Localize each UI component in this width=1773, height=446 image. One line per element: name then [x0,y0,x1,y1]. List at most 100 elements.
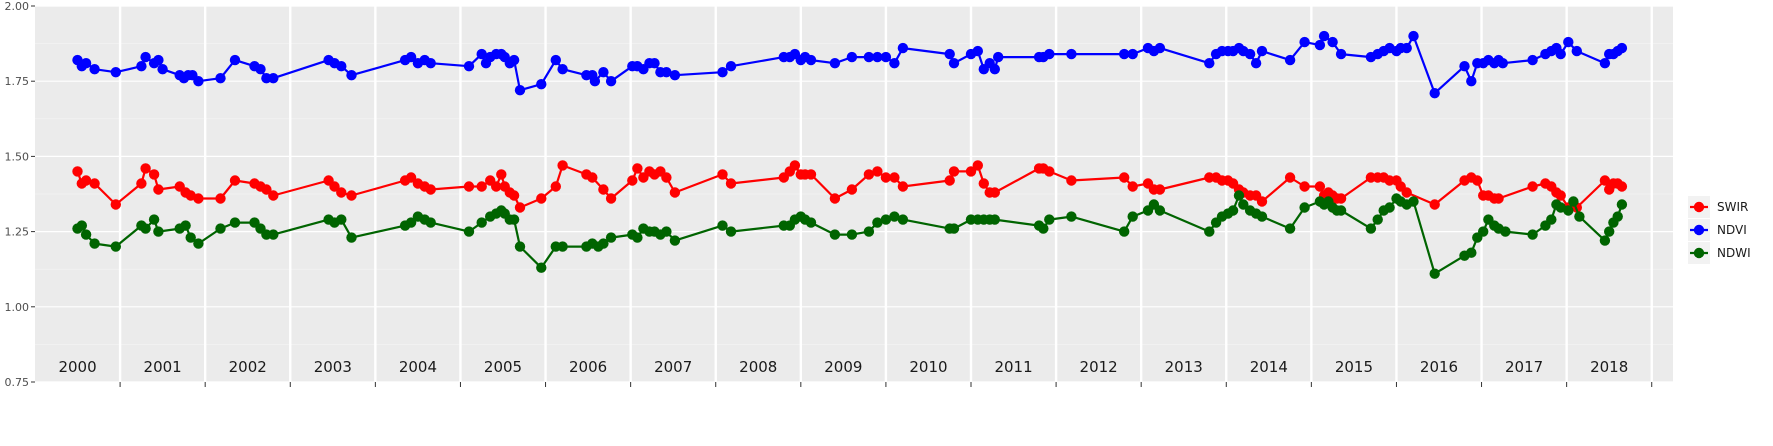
data-point-ndwi [110,241,122,252]
data-point-ndvi [805,54,817,66]
data-point-ndwi [661,226,672,237]
data-point-swir [669,187,681,198]
data-point-ndvi [1318,30,1330,42]
year-label: 2010 [909,358,947,376]
data-point-ndvi [550,54,561,66]
data-point-ndvi [255,63,266,75]
data-point-ndvi [846,51,858,63]
data-point-ndvi [1044,48,1055,60]
data-point-ndvi [514,85,526,96]
data-point-ndwi [1038,223,1049,234]
data-point-swir [261,184,272,195]
data-point-ndvi [557,63,568,75]
data-point-ndwi [1599,235,1611,246]
legend: SWIR NDVI NDWI [1688,196,1751,264]
data-point-ndwi [1154,205,1166,216]
data-point-swir [1335,193,1347,204]
data-point-swir [72,166,83,177]
y-tick-label: 1.00 [5,301,30,314]
data-point-swir [1599,175,1611,186]
data-point-swir [880,172,892,183]
data-point-ndwi [1238,199,1249,210]
series-swir [72,160,1628,213]
y-tick-label: 1.25 [5,226,30,239]
data-point-ndwi [1284,223,1296,234]
data-point-ndwi [897,214,909,225]
year-label: 2016 [1420,358,1458,376]
data-point-ndwi [557,241,568,252]
data-point-swir [153,184,164,195]
data-point-ndvi [89,63,100,75]
data-point-ndwi [1527,229,1538,240]
data-point-ndvi [605,76,617,87]
data-point-ndwi [1044,214,1055,225]
data-point-ndvi [598,67,609,78]
y-tick-label: 0.75 [5,376,30,389]
data-point-ndvi [336,60,347,72]
data-point-ndvi [1459,60,1470,72]
data-point-ndvi [589,76,601,87]
year-label: 2007 [654,358,692,376]
data-point-ndwi [1119,226,1130,237]
data-point-ndvi [1616,42,1628,54]
grid-lines [35,5,1673,383]
data-point-ndwi [1604,226,1615,237]
data-point-ndvi [1256,45,1268,57]
data-point-swir [1429,199,1440,210]
legend-label-ndvi: NDVI [1717,223,1747,237]
series-ndwi [72,190,1628,279]
data-point-swir [605,193,617,204]
data-point-swir [514,202,526,213]
data-point-swir [463,181,475,192]
data-point-ndvi [346,70,357,81]
data-point-ndvi [1429,88,1440,99]
data-point-swir [1555,190,1566,201]
data-point-ndvi [1408,30,1419,42]
data-point-swir [1127,181,1138,192]
data-point-swir [978,178,989,189]
data-point-ndvi [1127,48,1138,60]
data-point-ndvi [1299,36,1310,48]
data-point-ndwi [1466,247,1477,258]
data-point-swir [661,172,672,183]
data-point-swir [557,160,568,171]
year-label: 2009 [824,358,862,376]
data-point-ndwi [805,217,817,228]
data-point-swir [627,175,638,186]
data-point-ndwi [536,262,547,273]
data-point-swir [491,181,502,192]
data-point-ndvi [536,79,547,90]
data-point-ndvi [136,60,147,72]
data-point-ndwi [1335,205,1347,216]
data-point-ndvi [1599,58,1611,69]
data-point-ndvi [993,51,1004,63]
data-point-ndwi [405,217,417,228]
data-point-ndwi [180,220,191,231]
data-point-ndwi [1299,202,1310,213]
data-point-swir [965,166,977,177]
data-point-ndwi [76,220,88,231]
y-axis: 0.75 1.00 1.25 1.50 1.75 2.00 [5,0,35,389]
data-point-swir [1284,172,1296,183]
data-point-ndwi [717,220,728,231]
data-point-ndwi [1233,190,1245,201]
data-point-swir [846,184,858,195]
data-point-ndvi [1314,39,1326,51]
data-point-ndwi [872,217,883,228]
data-point-ndwi [948,223,960,234]
data-point-ndwi [1500,226,1511,237]
data-point-ndvi [1497,58,1509,69]
data-point-ndvi [948,58,960,69]
year-label: 2008 [739,358,777,376]
data-point-ndvi [1244,48,1256,60]
data-point-swir [1119,172,1130,183]
data-point-ndvi [508,54,520,66]
data-point-ndwi [1568,196,1579,207]
data-point-ndwi [148,214,160,225]
data-point-ndvi [157,63,168,75]
year-label: 2006 [569,358,607,376]
year-label: 2004 [399,358,437,376]
data-point-ndvi [1527,54,1538,66]
data-point-ndwi [1546,214,1557,225]
data-point-ndwi [989,214,1000,225]
